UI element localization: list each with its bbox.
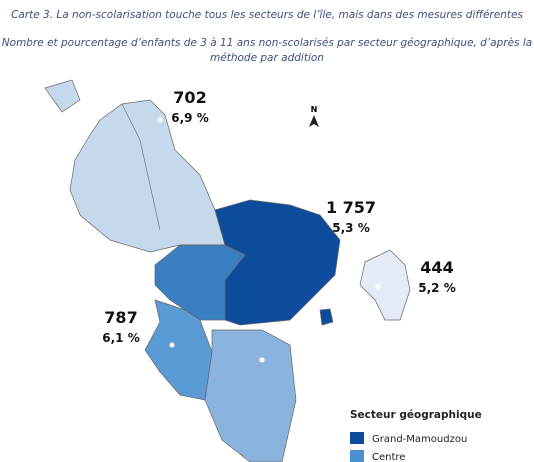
region-count: 1 757 [326,198,376,217]
region-share: 6,1 % [102,331,139,345]
region-count: 787 [104,308,137,327]
map [44,79,411,462]
region-west [144,299,213,401]
towns [157,117,381,363]
region-share: 5,3 % [332,221,369,235]
title: Carte 3. La non-scolarisation touche tou… [11,9,523,21]
compass-arrow [309,115,319,127]
compass-label: N [311,105,318,114]
legend-label: Centre [372,452,405,462]
region-count: 702 [173,88,206,107]
region-south [204,329,297,462]
compass: N [309,105,319,127]
islet [44,79,81,113]
commune-borders [121,103,161,231]
region-share: 6,9 % [171,111,208,125]
region-petite-terre [359,249,411,321]
islet [319,308,334,326]
legend-swatch [350,450,364,462]
subtitle: méthode par addition [210,52,324,64]
region-share: 5,2 % [418,281,455,295]
legend-swatch [350,432,364,444]
subtitle: Nombre et pourcentage d’enfants de 3 à 1… [2,37,532,49]
legend-box [340,400,534,462]
legend: Secteur géographique Grand-Mamoudzou Cent… [340,400,534,462]
region-count: 444 [420,258,453,277]
legend-title: Secteur géographique [350,409,482,421]
legend-label: Grand-Mamoudzou [372,434,467,445]
